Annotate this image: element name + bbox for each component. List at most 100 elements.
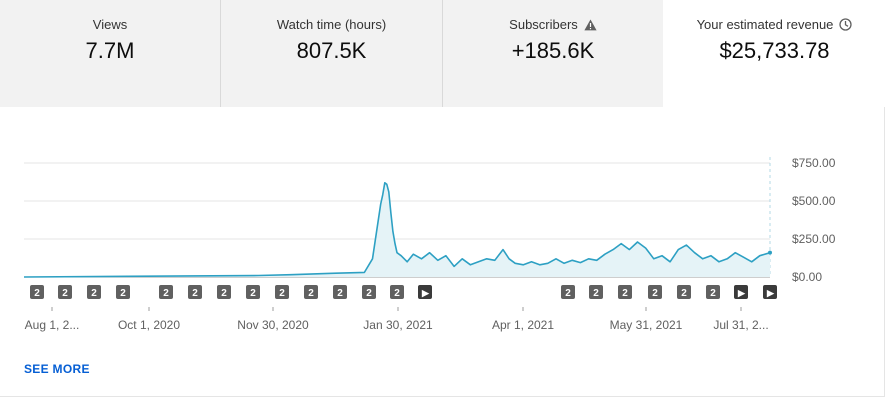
marker-count: 2 — [192, 288, 198, 299]
tab-subscribers[interactable]: Subscribers +185.6K — [443, 0, 663, 107]
revenue-label-row: Your estimated revenue — [664, 17, 885, 34]
play-icon: ▶ — [737, 288, 746, 298]
card-bottom-border — [0, 396, 885, 397]
x-tick-label: Jan 30, 2021 — [363, 318, 433, 332]
marker-box — [763, 285, 777, 299]
marker-count: 2 — [593, 288, 599, 299]
marker-box — [30, 285, 44, 299]
subscribers-label: Subscribers — [509, 17, 578, 32]
annotation-marker[interactable]: 2 — [159, 285, 173, 299]
series-end-point — [768, 250, 772, 255]
warning-icon[interactable] — [584, 19, 597, 34]
annotation-marker[interactable]: 2 — [87, 285, 101, 299]
metric-tabs: Views 7.7M Watch time (hours) 807.5K Sub… — [0, 0, 885, 107]
clock-icon[interactable] — [839, 18, 853, 34]
marker-box — [246, 285, 260, 299]
x-tick-label: May 31, 2021 — [610, 318, 683, 332]
x-tick-label: Oct 1, 2020 — [118, 318, 180, 332]
y-tick-label: $500.00 — [792, 194, 836, 208]
annotation-marker[interactable]: 2 — [648, 285, 662, 299]
see-more-link[interactable]: SEE MORE — [24, 362, 90, 376]
x-tick-label: Apr 1, 2021 — [492, 318, 554, 332]
marker-count: 2 — [366, 288, 372, 299]
annotation-marker[interactable]: 2 — [304, 285, 318, 299]
tab-watch-time[interactable]: Watch time (hours) 807.5K — [221, 0, 442, 107]
x-tick-label: Jul 31, 2... — [713, 318, 768, 332]
y-tick-label: $0.00 — [792, 270, 822, 284]
video-marker[interactable]: ▶ — [763, 285, 777, 299]
play-icon: ▶ — [421, 288, 430, 298]
annotation-marker[interactable]: 2 — [618, 285, 632, 299]
marker-count: 2 — [120, 288, 126, 299]
chart-svg: $0.00 $250.00 $500.00 $750.00 Aug 1, 2... Oct… — [23, 156, 836, 332]
marker-box — [275, 285, 289, 299]
marker-box — [589, 285, 603, 299]
tab-views[interactable]: Views 7.7M — [0, 0, 220, 107]
tab-divider — [442, 0, 443, 107]
annotation-marker[interactable]: 2 — [217, 285, 231, 299]
tab-estimated-revenue[interactable]: Your estimated revenue $25,733.78 — [664, 0, 885, 107]
revenue-series-line — [23, 182, 771, 278]
marker-count: 2 — [308, 288, 314, 299]
marker-box — [159, 285, 173, 299]
marker-box — [706, 285, 720, 299]
marker-count: 2 — [250, 288, 256, 299]
tab-divider — [220, 0, 221, 107]
y-tick-label: $750.00 — [792, 156, 836, 170]
marker-box — [333, 285, 347, 299]
marker-box — [390, 285, 404, 299]
marker-count: 2 — [652, 288, 658, 299]
marker-box — [116, 285, 130, 299]
revenue-value: $25,733.78 — [719, 38, 830, 63]
annotation-marker[interactable]: 2 — [677, 285, 691, 299]
marker-box — [188, 285, 202, 299]
marker-box — [648, 285, 662, 299]
marker-count: 2 — [34, 288, 40, 299]
annotation-marker[interactable]: 2 — [246, 285, 260, 299]
marker-box — [304, 285, 318, 299]
revenue-label: Your estimated revenue — [696, 17, 834, 32]
annotation-marker[interactable]: 2 — [706, 285, 720, 299]
views-label: Views — [92, 17, 128, 32]
x-tick-label: Nov 30, 2020 — [237, 318, 309, 332]
marker-count: 2 — [681, 288, 687, 299]
annotation-marker[interactable]: 2 — [30, 285, 44, 299]
annotation-marker[interactable]: 2 — [333, 285, 347, 299]
marker-box — [561, 285, 575, 299]
marker-box — [418, 285, 432, 299]
revenue-area — [24, 182, 770, 277]
marker-box — [677, 285, 691, 299]
watch-time-label: Watch time (hours) — [276, 17, 387, 32]
revenue-chart: $0.00 $250.00 $500.00 $750.00 Aug 1, 2... Oct… — [0, 107, 885, 400]
marker-count: 2 — [62, 288, 68, 299]
annotation-marker[interactable]: 2 — [188, 285, 202, 299]
annotation-marker[interactable]: 2 — [116, 285, 130, 299]
marker-box — [58, 285, 72, 299]
marker-count: 2 — [394, 288, 400, 299]
marker-box — [362, 285, 376, 299]
play-icon: ▶ — [766, 288, 775, 298]
marker-count: 2 — [279, 288, 285, 299]
marker-box — [87, 285, 101, 299]
marker-box — [734, 285, 748, 299]
annotation-marker[interactable]: 2 — [561, 285, 575, 299]
marker-count: 2 — [91, 288, 97, 299]
annotation-marker[interactable]: 2 — [390, 285, 404, 299]
video-marker[interactable]: ▶ — [734, 285, 748, 299]
x-tick-label: Aug 1, 2... — [25, 318, 80, 332]
watch-time-value: 807.5K — [296, 38, 367, 63]
annotation-marker[interactable]: 2 — [589, 285, 603, 299]
marker-count: 2 — [337, 288, 343, 299]
marker-box — [618, 285, 632, 299]
marker-count: 2 — [565, 288, 571, 299]
marker-count: 2 — [221, 288, 227, 299]
views-value: 7.7M — [85, 38, 135, 63]
annotation-marker[interactable]: 2 — [58, 285, 72, 299]
annotation-marker[interactable]: 2 — [275, 285, 289, 299]
marker-count: 2 — [622, 288, 628, 299]
subscribers-value: +185.6K — [511, 38, 595, 63]
video-marker[interactable]: ▶ — [418, 285, 432, 299]
subscribers-label-row: Subscribers — [443, 17, 663, 34]
annotation-marker[interactable]: 2 — [362, 285, 376, 299]
marker-count: 2 — [163, 288, 169, 299]
